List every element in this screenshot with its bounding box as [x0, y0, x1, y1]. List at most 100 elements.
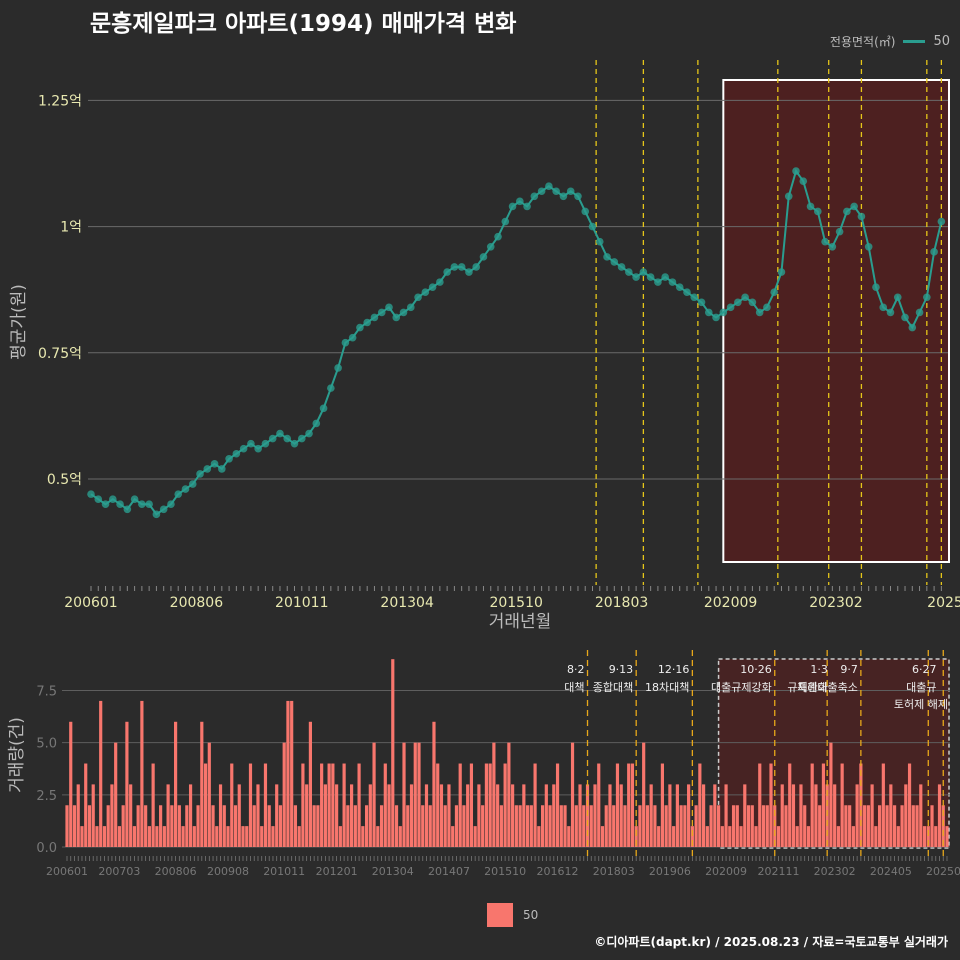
volume-bar	[144, 805, 148, 847]
price-point	[748, 298, 757, 307]
volume-bar	[934, 826, 938, 847]
annotation-date: 10·26	[740, 663, 772, 676]
bottom-x-tick-label: 202508	[926, 865, 960, 878]
price-point	[777, 268, 786, 276]
volume-bar	[99, 700, 103, 847]
price-point	[843, 207, 851, 216]
volume-bar	[702, 784, 706, 847]
volume-bar	[668, 784, 672, 847]
volume-bar	[507, 742, 511, 847]
volume-bar	[915, 805, 919, 847]
volume-bar	[117, 826, 122, 847]
volume-bar	[739, 826, 743, 847]
price-point	[94, 495, 103, 503]
volume-bar	[170, 805, 174, 847]
volume-bar	[904, 784, 908, 847]
volume-bar	[705, 826, 709, 847]
annotation-label: 18차대책	[645, 681, 689, 694]
price-point	[501, 217, 510, 226]
volume-bar	[106, 805, 110, 847]
x-tick-label: 201304	[380, 595, 434, 611]
price-point	[661, 273, 669, 281]
bottom-x-tick-label: 201906	[649, 865, 691, 878]
volume-bar	[945, 826, 949, 847]
volume-bar	[746, 805, 751, 847]
volume-bar	[364, 805, 369, 847]
price-point	[646, 273, 655, 281]
volume-bar	[271, 826, 275, 847]
x-tick-label: 200806	[170, 595, 224, 611]
volume-bar	[679, 805, 683, 847]
volume-bar	[417, 742, 421, 847]
price-point	[879, 303, 888, 312]
volume-bar	[211, 805, 215, 847]
price-point	[486, 242, 495, 251]
price-point	[247, 439, 255, 448]
price-point	[406, 303, 415, 312]
volume-bar	[795, 826, 799, 847]
price-point	[828, 242, 837, 251]
volume-bar	[222, 805, 226, 847]
price-point	[457, 263, 466, 271]
volume-bar	[836, 826, 840, 847]
volume-bar	[316, 805, 320, 847]
volume-bar	[555, 763, 560, 847]
volume-bar	[574, 805, 578, 847]
price-point	[603, 253, 611, 261]
bottom-x-tick-label: 200703	[98, 865, 140, 878]
price-point	[297, 434, 306, 443]
price-point	[734, 298, 742, 307]
volume-bar	[937, 784, 942, 847]
volume-bar	[526, 805, 530, 847]
price-point	[654, 278, 662, 286]
volume-bar	[484, 763, 488, 847]
volume-bar	[428, 805, 432, 847]
price-point	[101, 500, 110, 509]
volume-bar	[743, 784, 747, 847]
volume-bar	[162, 826, 166, 847]
volume-bar	[769, 763, 773, 847]
bottom-x-tick-label: 201803	[593, 865, 635, 878]
volume-bar	[327, 763, 331, 847]
price-point	[138, 500, 146, 509]
volume-bar	[129, 784, 133, 847]
price-point	[915, 308, 924, 317]
volume-bar	[833, 784, 837, 847]
price-point	[923, 293, 931, 302]
price-point	[668, 278, 677, 286]
volume-bar	[174, 721, 178, 847]
annotation-label: 규제완화	[787, 681, 827, 694]
volume-bar	[458, 763, 462, 847]
volume-bar	[900, 805, 904, 847]
volume-bar	[140, 700, 144, 847]
volume-bar	[889, 784, 893, 847]
volume-bar	[653, 805, 657, 847]
volume-bar	[941, 805, 945, 847]
x-minor-ticks	[90, 586, 942, 591]
volume-bar	[84, 763, 88, 847]
volume-bar	[308, 721, 312, 847]
price-point	[537, 187, 546, 196]
volume-bar	[829, 742, 833, 847]
price-point	[581, 207, 590, 216]
volume-bar	[855, 784, 859, 847]
volume-bar	[218, 784, 223, 847]
volume-bar	[773, 805, 777, 847]
price-line	[90, 168, 943, 516]
volume-bar	[919, 784, 923, 847]
y-tick-label: 1.25억	[38, 93, 82, 109]
price-point	[901, 313, 909, 322]
caption: ©디아파트(dapt.kr) / 2025.08.23 / 자료=국토교통부 실…	[594, 935, 948, 949]
price-point	[196, 470, 204, 478]
price-point	[181, 485, 190, 493]
price-point	[152, 510, 161, 519]
bottom-x-tick-label: 201201	[316, 865, 358, 878]
price-point	[327, 384, 335, 392]
price-point	[821, 237, 829, 246]
chart-title: 문흥제일파크 아파트(1994) 매매가격 변화	[90, 11, 517, 37]
volume-bar	[649, 784, 653, 847]
price-point	[566, 187, 575, 196]
price-point	[167, 500, 175, 509]
volume-bar	[567, 826, 571, 847]
